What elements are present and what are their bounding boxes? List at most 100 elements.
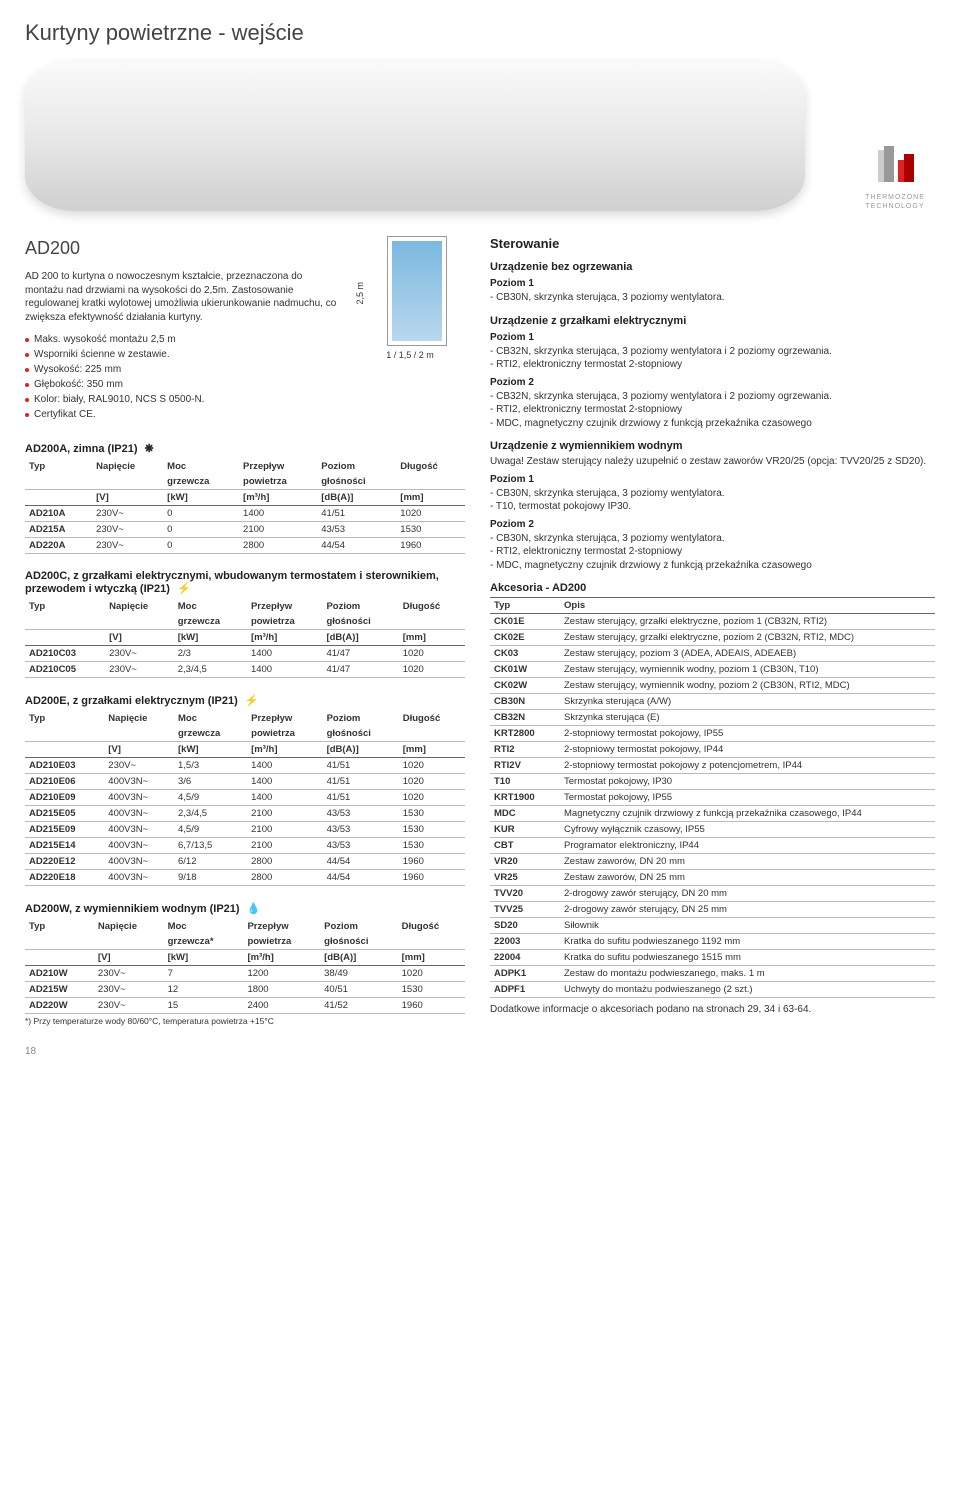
bottom-note: Dodatkowe informacje o akcesoriach podan… bbox=[490, 1004, 935, 1015]
list-item: - CB30N, skrzynka sterująca, 3 poziomy w… bbox=[490, 487, 935, 501]
list-item: Maks. wysokość montażu 2,5 m bbox=[25, 332, 340, 347]
wym-p2: Poziom 2 bbox=[490, 519, 935, 530]
wym-wodny-title: Urządzenie z wymiennikiem wodnym bbox=[490, 440, 935, 452]
table-e: TypNapięcieMocPrzepływPoziomDługość grze… bbox=[25, 711, 465, 886]
list-item: Wsporniki ścienne w zestawie. bbox=[25, 347, 340, 362]
table-row: SD20Siłownik bbox=[490, 918, 935, 934]
list-item: - RTI2, elektroniczny termostat 2-stopni… bbox=[490, 403, 935, 417]
list-item: - CB32N, skrzynka sterująca, 3 poziomy w… bbox=[490, 345, 935, 359]
wym-items1: - CB30N, skrzynka sterująca, 3 poziomy w… bbox=[490, 487, 935, 514]
diagram-height-label: 2,5 m bbox=[355, 282, 365, 305]
table-row: CB30NSkrzynka sterująca (A/W) bbox=[490, 694, 935, 710]
table-row: KRT28002-stopniowy termostat pokojowy, I… bbox=[490, 726, 935, 742]
water-icon: 💧 bbox=[247, 903, 261, 915]
grz-items1: - CB32N, skrzynka sterująca, 3 poziomy w… bbox=[490, 345, 935, 372]
list-item: - CB32N, skrzynka sterująca, 3 poziomy w… bbox=[490, 390, 935, 404]
table-a: TypNapięcieMocPrzepływPoziomDługość grze… bbox=[25, 459, 465, 554]
table-row: AD220E12400V3N~6/12280044/541960 bbox=[25, 854, 465, 870]
table-a-title: AD200A, zimna (IP21) bbox=[25, 443, 137, 455]
table-c: TypNapięcieMocPrzepływPoziomDługość grze… bbox=[25, 599, 465, 678]
list-item: - T10, termostat pokojowy IP30. bbox=[490, 500, 935, 514]
intro-text: AD200 AD 200 to kurtyna o nowoczesnym ks… bbox=[25, 236, 340, 422]
table-row: AD215A230V~0210043/531530 bbox=[25, 522, 465, 538]
table-row: AD220A230V~0280044/541960 bbox=[25, 538, 465, 554]
table-w: TypNapięcieMocPrzepływPoziomDługość grze… bbox=[25, 919, 465, 1014]
grz-p2: Poziom 2 bbox=[490, 377, 935, 388]
table-row: AD210E03230V~1,5/3140041/511020 bbox=[25, 758, 465, 774]
table-row: AD210W230V~7120038/491020 bbox=[25, 966, 465, 982]
table-row: AD210A230V~0140041/511020 bbox=[25, 506, 465, 522]
table-row: KURCyfrowy wyłącznik czasowy, IP55 bbox=[490, 822, 935, 838]
table-row: AD210C05230V~2,3/4,5140041/471020 bbox=[25, 662, 465, 678]
table-row: AD215E14400V3N~6,7/13,5210043/531530 bbox=[25, 838, 465, 854]
thermozone-logo: THERMOZONE TECHNOLOGY bbox=[855, 146, 935, 211]
table-row: AD220W230V~15240041/521960 bbox=[25, 998, 465, 1014]
bez-p1: Poziom 1 bbox=[490, 278, 935, 289]
table-row: RTI2V2-stopniowy termostat pokojowy z po… bbox=[490, 758, 935, 774]
table-row: AD210E06400V3N~3/6140041/511020 bbox=[25, 774, 465, 790]
table-row: RTI22-stopniowy termostat pokojowy, IP44 bbox=[490, 742, 935, 758]
lightning-icon: ⚡ bbox=[177, 583, 191, 595]
wym-note: Uwaga! Zestaw sterujący należy uzupełnić… bbox=[490, 455, 935, 469]
table-row: ADPK1Zestaw do montażu podwieszanego, ma… bbox=[490, 966, 935, 982]
snowflake-icon: ❋ bbox=[145, 443, 154, 455]
product-image bbox=[25, 61, 805, 211]
height-diagram: 2,5 m 1 / 1,5 / 2 m bbox=[355, 236, 465, 422]
list-item: Głębokość: 350 mm bbox=[25, 377, 340, 392]
table-row: AD215W230V~12180040/511530 bbox=[25, 982, 465, 998]
logo-text-1: THERMOZONE bbox=[855, 193, 935, 202]
list-item: - RTI2, elektroniczny termostat 2-stopni… bbox=[490, 545, 935, 559]
table-row: AD215E09400V3N~4,5/9210043/531530 bbox=[25, 822, 465, 838]
table-row: VR20Zestaw zaworów, DN 20 mm bbox=[490, 854, 935, 870]
bez-items1: - CB30N, skrzynka sterująca, 3 poziomy w… bbox=[490, 291, 935, 305]
bez-ogrzewania-title: Urządzenie bez ogrzewania bbox=[490, 261, 935, 273]
grz-items2: - CB32N, skrzynka sterująca, 3 poziomy w… bbox=[490, 390, 935, 431]
table-e-title: AD200E, z grzałkami elektrycznym (IP21) bbox=[25, 695, 238, 707]
table-row: TVV252-drogowy zawór sterujący, DN 25 mm bbox=[490, 902, 935, 918]
table-row: CB32NSkrzynka sterująca (E) bbox=[490, 710, 935, 726]
acc-title: Akcesoria - AD200 bbox=[490, 582, 935, 594]
table-row: KRT1900Termostat pokojowy, IP55 bbox=[490, 790, 935, 806]
diagram-width-label: 1 / 1,5 / 2 m bbox=[355, 350, 465, 360]
sterowanie-title: Sterowanie bbox=[490, 236, 935, 251]
table-row: AD215E05400V3N~2,3/4,5210043/531530 bbox=[25, 806, 465, 822]
intro-para: AD 200 to kurtyna o nowoczesnym kształci… bbox=[25, 270, 340, 324]
list-item: - MDC, magnetyczny czujnik drzwiowy z fu… bbox=[490, 559, 935, 573]
table-row: MDCMagnetyczny czujnik drzwiowy z funkcj… bbox=[490, 806, 935, 822]
list-item: - CB30N, skrzynka sterująca, 3 poziomy w… bbox=[490, 291, 935, 305]
main-columns: AD200 AD 200 to kurtyna o nowoczesnym ks… bbox=[25, 236, 935, 1057]
table-row: AD210E09400V3N~4,5/9140041/511020 bbox=[25, 790, 465, 806]
intro-bullets: Maks. wysokość montażu 2,5 mWsporniki śc… bbox=[25, 332, 340, 422]
table-row: AD210C03230V~2/3140041/471020 bbox=[25, 646, 465, 662]
wym-p1: Poziom 1 bbox=[490, 474, 935, 485]
table-row: TVV202-drogowy zawór sterujący, DN 20 mm bbox=[490, 886, 935, 902]
table-row: 22003Kratka do sufitu podwieszanego 1192… bbox=[490, 934, 935, 950]
table-row: AD220E18400V3N~9/18280044/541960 bbox=[25, 870, 465, 886]
table-row: CK03Zestaw sterujący, poziom 3 (ADEA, AD… bbox=[490, 646, 935, 662]
page-title: Kurtyny powietrzne - wejście bbox=[25, 20, 935, 46]
diagram-inner bbox=[392, 241, 442, 341]
diagram-box bbox=[387, 236, 447, 346]
wym-items2: - CB30N, skrzynka sterująca, 3 poziomy w… bbox=[490, 532, 935, 573]
table-row: CK01WZestaw sterujący, wymiennik wodny, … bbox=[490, 662, 935, 678]
acc-col-opis: Opis bbox=[560, 598, 935, 614]
acc-body: CK01EZestaw sterujący, grzałki elektrycz… bbox=[490, 614, 935, 998]
list-item: - RTI2, elektroniczny termostat 2-stopni… bbox=[490, 358, 935, 372]
list-item: Wysokość: 225 mm bbox=[25, 362, 340, 377]
table-row: CK02WZestaw sterujący, wymiennik wodny, … bbox=[490, 678, 935, 694]
right-column: Sterowanie Urządzenie bez ogrzewania Poz… bbox=[490, 236, 935, 1057]
list-item: - MDC, magnetyczny czujnik drzwiowy z fu… bbox=[490, 417, 935, 431]
list-item: Kolor: biały, RAL9010, NCS S 0500-N. bbox=[25, 392, 340, 407]
logo-text-2: TECHNOLOGY bbox=[855, 202, 935, 211]
accessories-table: Typ Opis CK01EZestaw sterujący, grzałki … bbox=[490, 597, 935, 998]
hero-row: THERMOZONE TECHNOLOGY bbox=[25, 61, 935, 211]
left-column: AD200 AD 200 to kurtyna o nowoczesnym ks… bbox=[25, 236, 465, 1057]
table-row: VR25Zestaw zaworów, DN 25 mm bbox=[490, 870, 935, 886]
acc-col-typ: Typ bbox=[490, 598, 560, 614]
table-row: T10Termostat pokojowy, IP30 bbox=[490, 774, 935, 790]
logo-icon bbox=[870, 146, 920, 186]
table-row: CK02EZestaw sterujący, grzałki elektrycz… bbox=[490, 630, 935, 646]
lightning-icon: ⚡ bbox=[245, 695, 259, 707]
table-w-title: AD200W, z wymiennikiem wodnym (IP21) bbox=[25, 903, 240, 915]
grz-elektr-title: Urządzenie z grzałkami elektrycznymi bbox=[490, 315, 935, 327]
